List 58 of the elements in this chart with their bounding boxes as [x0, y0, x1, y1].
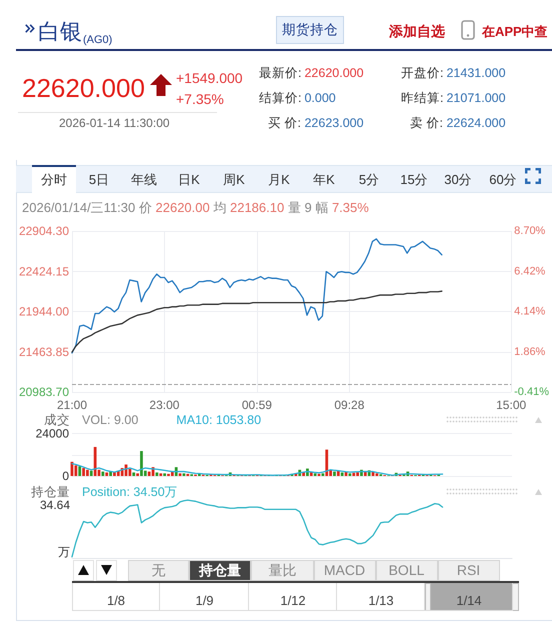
x-tick-label: 09:28 — [334, 398, 365, 412]
x-tick-label: 15:00 — [496, 398, 526, 412]
text: 1/12 — [280, 592, 306, 608]
text: 量比 — [251, 560, 314, 581]
text: 5日 — [88, 172, 110, 186]
text: 昨结算: 21071.000 — [401, 91, 506, 105]
text: 持仓量 — [189, 560, 251, 581]
text: 5分 — [358, 172, 380, 186]
text: 2026/01/14/三11:30 价 22620.00 均 22186.10 量 9 幅 7.35% — [22, 200, 369, 215]
text: 1/14 — [456, 592, 482, 608]
y2-tick-label: 8.70% — [514, 225, 546, 237]
text: +7.35% — [176, 91, 224, 107]
text: 分时 — [41, 172, 67, 186]
text: 日K — [178, 172, 200, 186]
text: 15分 — [400, 172, 428, 186]
text: 1/8 — [106, 592, 126, 608]
text: 添加自选 — [389, 23, 445, 39]
text: BOLL — [376, 560, 438, 581]
text: 22620.000 — [22, 73, 145, 103]
text: 年线 — [131, 172, 157, 186]
text: RSI — [438, 560, 500, 581]
text: 买 价: 22623.000 — [267, 116, 364, 130]
y2-tick-label: 1.86% — [514, 346, 546, 358]
text: 34.64 — [40, 498, 70, 512]
text: 白银$_{(AG0)}$ — [38, 18, 112, 46]
y2-tick-label: 4.14% — [514, 306, 546, 318]
text: 1/13 — [368, 592, 394, 608]
text: 无 — [128, 560, 189, 581]
text: 卖 价: 22624.000 — [409, 116, 506, 130]
text: +1549.000 — [176, 70, 243, 86]
x-tick-label: 21:00 — [56, 398, 88, 412]
y2-tick-label: 6.42% — [514, 265, 546, 278]
y-tick-label: 20983.70 — [18, 385, 70, 399]
text: 60分 — [489, 172, 517, 186]
x-tick-label: 23:00 — [149, 398, 180, 412]
text: MACD — [314, 560, 376, 581]
x-tick-label: 00:59 — [242, 398, 272, 412]
y-tick-label: 22424.15 — [18, 264, 70, 278]
text: 结算价: 0.000 — [259, 91, 336, 105]
text: 在APP中查 — [482, 24, 548, 38]
text: 万 — [58, 545, 70, 559]
series-label: Position: 34.50万 — [82, 485, 178, 499]
text: 最新价: 22620.000 — [259, 66, 364, 80]
text: 年K — [313, 172, 335, 186]
text: 周K — [223, 172, 245, 186]
text: 30分 — [444, 172, 472, 186]
y-tick-label: 21463.85 — [18, 344, 70, 359]
y-tick-label: 0 — [62, 469, 70, 483]
text: 期货持仓 — [276, 16, 344, 44]
text: 月K — [268, 172, 290, 186]
text: 2026-01-14 11:30:00 — [59, 116, 170, 130]
y-axis-title: 持仓量 — [31, 485, 70, 499]
y2-tick-label: -0.41% — [514, 386, 550, 398]
text: 1/9 — [195, 592, 214, 608]
y-tick-label: 24000 — [36, 426, 70, 440]
y-tick-label: 21944.00 — [18, 304, 70, 318]
text: 开盘价: 21431.000 — [401, 66, 506, 80]
y-tick-label: 22904.30 — [18, 224, 70, 238]
